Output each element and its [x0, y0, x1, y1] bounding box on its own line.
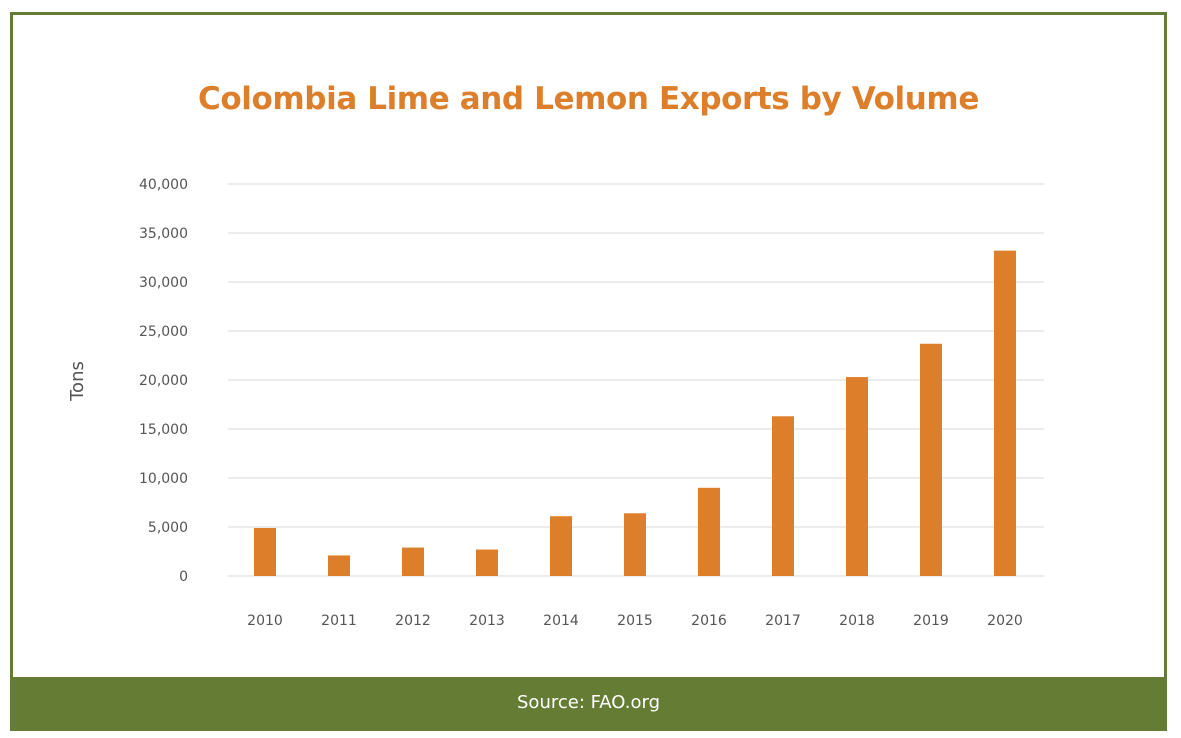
bars: [254, 250, 1016, 576]
x-tick-label: 2017: [765, 613, 801, 629]
bar-2016: [698, 487, 720, 576]
bar-2018: [846, 377, 868, 576]
y-tick-label: 10,000: [139, 471, 188, 487]
x-tick-label: 2015: [617, 613, 653, 629]
x-tick-label: 2018: [839, 613, 875, 629]
x-tick-label: 2019: [913, 613, 949, 629]
y-tick-label: 15,000: [139, 422, 188, 438]
bar-2010: [254, 527, 276, 576]
x-tick-label: 2016: [691, 613, 727, 629]
bar-2014: [550, 516, 572, 576]
y-tick-label: 5,000: [148, 520, 188, 536]
x-tick-labels: 2010 2011 2012 2013 2014 2015 2016 2017 2018 2019…: [247, 613, 1023, 629]
y-tick-label: 25,000: [139, 324, 188, 340]
y-tick-label: 0: [179, 569, 188, 585]
y-tick-label: 20,000: [139, 373, 188, 389]
x-tick-label: 2011: [321, 613, 357, 629]
x-tick-label: 2013: [469, 613, 505, 629]
bar-2015: [624, 513, 646, 576]
bar-2017: [772, 416, 794, 576]
y-tick-label: 40,000: [139, 177, 188, 193]
source-footer: Source: FAO.org: [13, 677, 1164, 728]
bar-chart: 0 5,000 10,000 15,000 20,000 25,000 30,000 35,0…: [67, 177, 1044, 629]
bar-2012: [402, 547, 424, 576]
y-axis-label: Tons: [67, 361, 88, 402]
bar-2020: [994, 250, 1016, 576]
y-tick-labels: 0 5,000 10,000 15,000 20,000 25,000 30,000 35,0…: [139, 177, 188, 585]
x-tick-label: 2010: [247, 613, 283, 629]
chart-title: Colombia Lime and Lemon Exports by Volum…: [198, 81, 979, 117]
x-tick-label: 2014: [543, 613, 579, 629]
y-tick-label: 30,000: [139, 275, 188, 291]
y-tick-label: 35,000: [139, 226, 188, 242]
chart-frame: Colombia Lime and Lemon Exports by Volum…: [10, 12, 1167, 731]
x-tick-label: 2020: [987, 613, 1023, 629]
x-tick-label: 2012: [395, 613, 431, 629]
bar-2011: [328, 555, 350, 576]
bar-2019: [920, 343, 942, 576]
bar-2013: [476, 549, 498, 576]
